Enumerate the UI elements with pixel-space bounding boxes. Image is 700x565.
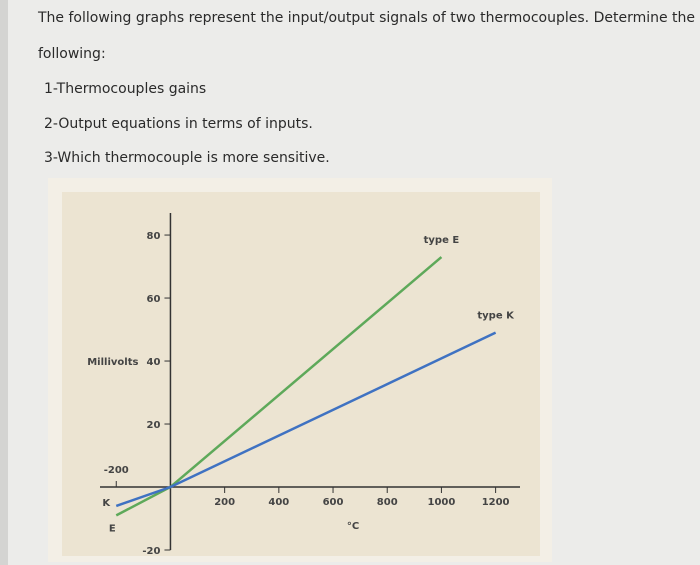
series-label: type E <box>424 235 460 246</box>
x-tick-label: 200 <box>214 497 235 508</box>
y-tick-label: 60 <box>147 294 161 305</box>
series-start-label: E <box>109 523 116 534</box>
x-tick-label: 800 <box>377 497 398 508</box>
question-line: 3-Which thermocouple is more sensitive. <box>44 150 330 166</box>
y-axis-label: Millivolts <box>87 357 138 368</box>
x-axis-label: °C <box>347 521 359 532</box>
question-line: The following graphs represent the input… <box>37 10 695 26</box>
y-tick-label: 40 <box>147 357 161 368</box>
x-tick-label: 600 <box>323 497 344 508</box>
chart: -20 20 40 60 80 -200 200 400 600 800 1000 1200 Milli… <box>87 213 520 557</box>
chart-panel <box>62 192 540 556</box>
question-line: following: <box>38 46 106 62</box>
x-tick-label: 1200 <box>482 497 510 508</box>
series-start-label: K <box>102 498 111 509</box>
series-label: type K <box>477 311 515 322</box>
y-tick-label: -20 <box>142 546 160 557</box>
y-tick-label: 80 <box>147 231 161 242</box>
y-tick-label: 20 <box>147 420 161 431</box>
series-line <box>115 331 497 508</box>
question-line: 2-Output equations in terms of inputs. <box>44 116 313 132</box>
x-tick-label: 400 <box>268 497 289 508</box>
x-tick-label: 1000 <box>427 497 455 508</box>
question-line: 1-Thermocouples gains <box>44 81 206 97</box>
left-edge <box>0 0 8 565</box>
x-tick-label: -200 <box>104 465 129 476</box>
